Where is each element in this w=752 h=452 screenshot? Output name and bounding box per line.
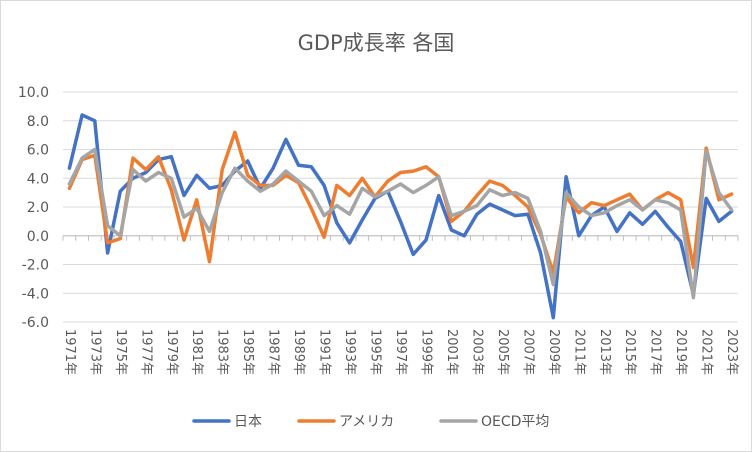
x-tick-label: 1979年 xyxy=(164,329,179,375)
y-tick-label: 4.0 xyxy=(27,171,49,187)
x-tick-label: 2023年 xyxy=(724,329,739,375)
series-line xyxy=(67,147,734,300)
legend-label: 日本 xyxy=(234,414,262,430)
x-tick-label: 1971年 xyxy=(62,329,77,375)
y-tick-label: 2.0 xyxy=(27,200,49,216)
series-lines xyxy=(67,113,734,320)
y-tick-label: 8.0 xyxy=(27,114,49,130)
y-tick-label: 0.0 xyxy=(27,229,49,245)
y-axis-ticks: 10.0 8.0 6.0 4.0 2.0 0.0 -2.0 -4.0 -6.0 xyxy=(18,85,49,331)
x-tick-label: 2021年 xyxy=(699,329,714,375)
y-tick-label: -4.0 xyxy=(22,286,49,302)
y-tick-label: -2.0 xyxy=(22,258,49,274)
x-tick-label: 1975年 xyxy=(113,329,128,375)
legend: 日本 アメリカ OECD平均 xyxy=(192,414,549,430)
chart-title: GDP成長率 各国 xyxy=(298,31,455,55)
x-tick-label: 1995年 xyxy=(368,329,383,375)
x-tick-label: 2013年 xyxy=(597,329,612,375)
x-tick-label: 2011年 xyxy=(571,329,586,375)
x-tick-label: 2003年 xyxy=(469,329,484,375)
x-tick-label: 2015年 xyxy=(622,329,637,375)
x-tick-label: 1989年 xyxy=(291,329,306,375)
x-tick-label: 1983年 xyxy=(215,329,230,375)
series-line xyxy=(67,130,734,275)
x-tick-label: 2007年 xyxy=(520,329,535,375)
legend-label: OECD平均 xyxy=(481,414,549,430)
legend-label: アメリカ xyxy=(339,414,394,430)
x-tick-label: 1999年 xyxy=(418,329,433,375)
x-tick-label: 2009年 xyxy=(546,329,561,375)
y-tick-label: -6.0 xyxy=(22,315,49,331)
x-tick-label: 2001年 xyxy=(444,329,459,375)
x-tick-label: 1997年 xyxy=(393,329,408,375)
x-tick-label: 1981年 xyxy=(189,329,204,375)
x-tick-label: 1993年 xyxy=(342,329,357,375)
x-tick-label: 1973年 xyxy=(87,329,102,375)
x-tick-label: 2017年 xyxy=(648,329,663,375)
x-tick-label: 2005年 xyxy=(495,329,510,375)
series-line xyxy=(67,113,734,320)
x-tick-label: 1977年 xyxy=(138,329,153,375)
y-tick-label: 6.0 xyxy=(27,143,49,159)
x-axis-ticks: 1971年 1973年 1975年 1977年 1979年 1981年 1983年 1985年… xyxy=(62,329,739,375)
y-tick-label: 10.0 xyxy=(18,85,49,101)
x-axis xyxy=(62,235,739,241)
x-tick-label: 1991年 xyxy=(317,329,332,375)
x-tick-label: 1985年 xyxy=(240,329,255,375)
x-tick-label: 2019年 xyxy=(673,329,688,375)
x-tick-label: 1987年 xyxy=(266,329,281,375)
